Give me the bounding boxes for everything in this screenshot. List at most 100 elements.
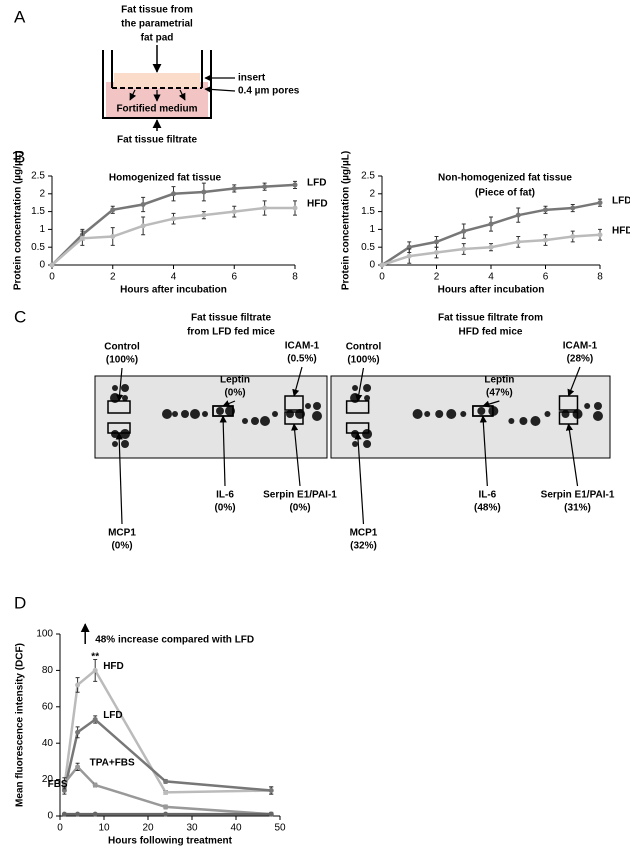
y-tick-label: 1.5 xyxy=(361,206,375,217)
diagram-label: fat pad xyxy=(141,33,174,44)
point xyxy=(163,811,169,817)
x-tick-label: 2 xyxy=(434,272,440,283)
spot-arrow xyxy=(291,423,301,487)
diagram-label: the parametrial xyxy=(121,19,193,30)
blot-spot xyxy=(460,411,467,417)
blot-spot xyxy=(305,403,311,409)
blot-spot xyxy=(363,440,372,448)
x-axis-label: Hours after incubation xyxy=(120,285,227,296)
point xyxy=(461,246,467,252)
series-name: LFD xyxy=(103,710,122,721)
spot-name: Control xyxy=(104,342,140,353)
x-axis-label: Hours following treatment xyxy=(108,836,233,847)
point xyxy=(163,804,169,810)
y-tick-label: 0 xyxy=(47,811,53,822)
point xyxy=(163,789,169,795)
blot-spot xyxy=(363,384,372,392)
beaker xyxy=(102,45,236,131)
blot-spot xyxy=(424,411,431,417)
blot-title: HFD fed mice xyxy=(459,327,523,338)
blot-spot xyxy=(312,411,322,421)
point xyxy=(92,667,98,673)
spot-arrow xyxy=(354,432,365,525)
blot-spot xyxy=(352,441,359,447)
blot-spot xyxy=(519,417,528,425)
x-tick-label: 6 xyxy=(231,272,237,283)
y-tick-label: 2.5 xyxy=(31,171,45,182)
spot-arrow xyxy=(565,423,579,487)
blot-spot xyxy=(121,384,129,392)
spot-name: Serpin E1/PAI-1 xyxy=(263,490,337,501)
point xyxy=(110,207,116,213)
y-axis-label: Protein concentration (µg/µL) xyxy=(13,151,24,290)
point xyxy=(163,778,169,784)
point xyxy=(201,189,207,195)
y-tick-label: 1.5 xyxy=(31,206,45,217)
blot-spot xyxy=(286,410,294,418)
blot-spot xyxy=(202,411,208,417)
blot-spot xyxy=(477,407,486,415)
spot-name: MCP1 xyxy=(108,528,136,539)
blot-spot xyxy=(435,410,444,418)
point xyxy=(379,262,385,268)
spot-arrow xyxy=(116,367,124,402)
y-tick-label: 2 xyxy=(39,188,45,199)
point xyxy=(49,262,55,268)
point xyxy=(515,239,521,245)
point xyxy=(61,788,67,794)
blot-spot xyxy=(251,417,259,425)
x-axis-label: Hours after incubation xyxy=(438,285,545,296)
panel-letter: B xyxy=(14,147,25,166)
spot-arrow xyxy=(482,400,500,408)
blot-spot xyxy=(313,402,321,410)
point xyxy=(434,239,439,245)
point xyxy=(292,182,298,188)
point xyxy=(515,212,521,218)
spot-percent: (31%) xyxy=(564,503,591,514)
blot-spot xyxy=(111,430,119,438)
series-line xyxy=(63,717,272,792)
point xyxy=(406,244,412,250)
x-tick-label: 10 xyxy=(98,823,110,834)
blot-spot xyxy=(352,385,359,391)
point xyxy=(201,212,207,218)
blot-spot xyxy=(162,409,172,419)
y-tick-label: 0.5 xyxy=(31,242,45,253)
spot-arrow xyxy=(355,367,365,402)
spot-percent: (48%) xyxy=(474,503,501,514)
spot-name: Leptin xyxy=(220,375,250,386)
spot-name: Control xyxy=(346,342,382,353)
x-tick-label: 0 xyxy=(379,272,385,283)
point xyxy=(171,216,176,222)
x-tick-label: 40 xyxy=(230,823,242,834)
x-tick-label: 6 xyxy=(543,272,549,283)
spot-percent: (0%) xyxy=(289,503,310,514)
blot-spot xyxy=(508,418,515,424)
point xyxy=(488,221,494,227)
panel-letter: A xyxy=(14,7,26,26)
point xyxy=(75,682,81,688)
point xyxy=(268,811,274,817)
blot-spot xyxy=(112,441,118,447)
y-tick-label: 0.5 xyxy=(361,242,375,253)
point xyxy=(140,201,146,207)
y-tick-label: 80 xyxy=(42,665,54,676)
point xyxy=(461,228,467,234)
x-tick-label: 20 xyxy=(142,823,154,834)
spot-name: ICAM-1 xyxy=(563,341,598,352)
y-tick-label: 2.5 xyxy=(361,171,375,182)
point xyxy=(262,184,268,190)
point xyxy=(110,234,116,240)
x-tick-label: 30 xyxy=(186,823,198,834)
y-tick-label: 100 xyxy=(36,629,53,640)
spot-arrow xyxy=(292,366,303,397)
blot-spot xyxy=(122,395,128,401)
series-name: HFD xyxy=(612,225,630,236)
y-tick-label: 1 xyxy=(39,224,45,235)
point xyxy=(570,205,576,211)
spot-percent: (47%) xyxy=(486,388,513,399)
blot-spot xyxy=(584,403,591,409)
y-tick-label: 40 xyxy=(42,738,54,749)
spot-percent: (100%) xyxy=(106,355,138,366)
